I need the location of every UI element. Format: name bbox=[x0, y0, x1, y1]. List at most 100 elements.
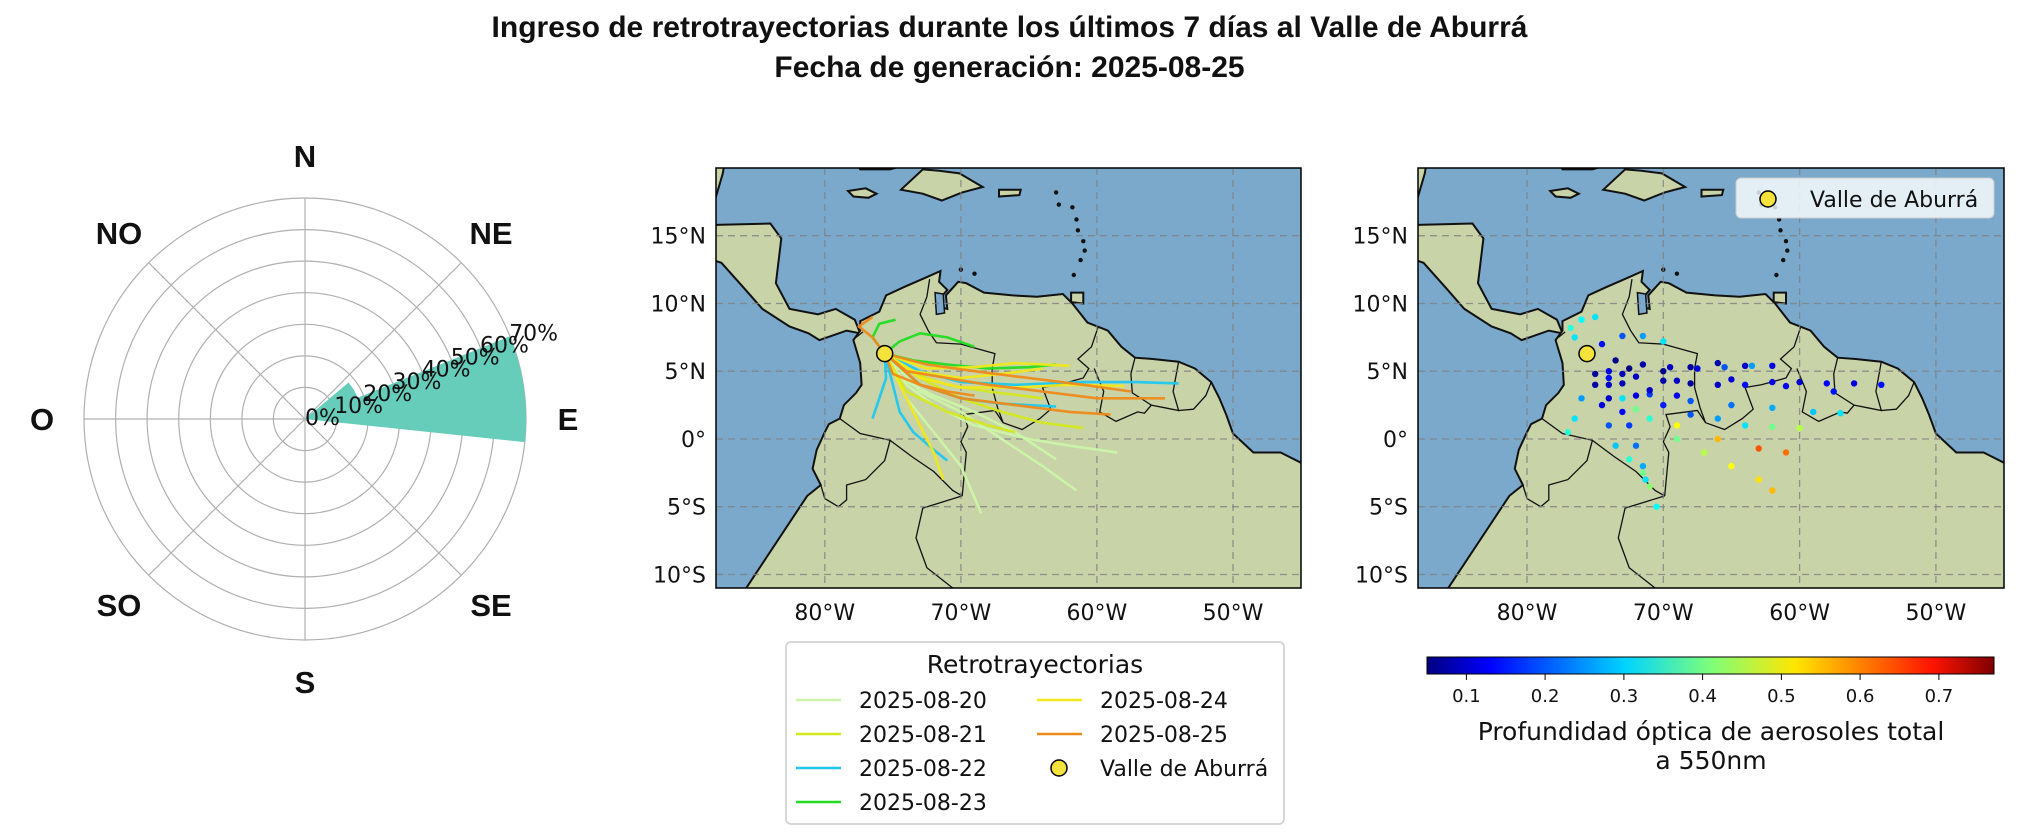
trajectory-2025-08-24 bbox=[884, 352, 1070, 370]
aod-point bbox=[1619, 332, 1626, 340]
aod-point bbox=[1694, 365, 1701, 372]
y-tick-label: 15°N bbox=[1353, 225, 1408, 250]
aod-point bbox=[1782, 449, 1790, 456]
aod-point bbox=[1673, 392, 1681, 399]
aod-point bbox=[1632, 392, 1640, 399]
land-cuba bbox=[1560, 168, 1601, 171]
legend-site-marker bbox=[1050, 759, 1068, 777]
site-marker-group bbox=[1578, 344, 1596, 363]
aod-point bbox=[1660, 377, 1667, 384]
islet bbox=[1781, 257, 1786, 263]
aod-point bbox=[1673, 422, 1681, 429]
legend-label-2025-08-20: 2025-08-20 bbox=[859, 689, 987, 714]
trajectory-2025-08-23 bbox=[883, 332, 975, 355]
colorbar-ticks: 0.1 0.2 0.3 0.4 0.5 0.6 0.7 bbox=[1452, 674, 1953, 707]
aod-point bbox=[1714, 359, 1722, 367]
trajectory-2025-08-25 bbox=[883, 353, 975, 397]
aod-point bbox=[1714, 435, 1722, 443]
islet bbox=[1056, 202, 1062, 207]
islet bbox=[1785, 248, 1790, 253]
aod-point bbox=[1639, 361, 1647, 368]
aod-map-legend: Valle de Aburrá bbox=[1735, 177, 1995, 219]
islet bbox=[1783, 239, 1789, 244]
aod-point bbox=[1612, 357, 1619, 364]
y-tick-label: 5°S bbox=[667, 496, 706, 521]
land-central-america bbox=[1418, 222, 1565, 342]
country-border bbox=[855, 331, 864, 338]
trajectory-2025-08-22 bbox=[883, 353, 949, 462]
aod-point bbox=[1830, 388, 1837, 395]
aod-point bbox=[1592, 381, 1599, 388]
aod-point bbox=[1741, 422, 1749, 429]
map-tick-labels: 80°W 70°W 60°W 50°W 15°N 10°N 5°N 0° 5°S 10°S bbox=[1353, 225, 1967, 626]
land-hispaniola bbox=[898, 168, 986, 202]
islet bbox=[1082, 248, 1087, 253]
aod-point bbox=[1687, 364, 1694, 371]
country-border bbox=[1522, 440, 1594, 508]
x-tick-label: 70°W bbox=[931, 601, 992, 626]
aod-point bbox=[1796, 424, 1803, 432]
colorbar-tick-label: 0.1 bbox=[1452, 686, 1481, 707]
x-tick-label: 60°W bbox=[1769, 601, 1830, 626]
colorbar-tick-label: 0.4 bbox=[1688, 686, 1717, 707]
y-tick-label: 5°N bbox=[665, 360, 706, 385]
trajectory-2025-08-24 bbox=[884, 352, 1043, 380]
country-border bbox=[1881, 381, 1915, 412]
legend-site-label: Valle de Aburrá bbox=[1810, 188, 1978, 213]
trajectory-2025-08-25 bbox=[884, 352, 1132, 393]
aod-point bbox=[1741, 362, 1749, 369]
aod-point bbox=[1619, 380, 1626, 387]
site-marker bbox=[875, 344, 894, 363]
aod-point bbox=[1673, 377, 1681, 384]
title-line-2: Fecha de generación: 2025-08-25 bbox=[774, 51, 1245, 84]
aod-point bbox=[1642, 476, 1649, 483]
trajectory-2025-08-24 bbox=[883, 353, 945, 481]
aod-point bbox=[1666, 364, 1674, 371]
y-tick-label: 0° bbox=[681, 428, 706, 453]
colorbar-tick-label: 0.2 bbox=[1531, 686, 1560, 707]
colorbar-tick-label: 0.3 bbox=[1610, 686, 1639, 707]
radial-tick-label: 0% bbox=[305, 406, 340, 431]
islet bbox=[972, 271, 977, 276]
islet bbox=[1070, 205, 1075, 210]
aod-point bbox=[1605, 381, 1613, 388]
aod-point bbox=[1728, 462, 1735, 470]
site-marker-group bbox=[875, 344, 894, 363]
land-central-america bbox=[716, 222, 862, 342]
compass-label-S: S bbox=[295, 665, 316, 700]
aod-point bbox=[1632, 406, 1640, 413]
y-tick-label: 15°N bbox=[651, 225, 706, 250]
aod-point bbox=[1810, 408, 1817, 416]
aod-point bbox=[1646, 387, 1653, 394]
aod-point bbox=[1605, 374, 1613, 382]
country-border bbox=[1178, 381, 1212, 412]
aod-point bbox=[1592, 313, 1599, 321]
aod-point bbox=[1646, 483, 1653, 490]
aod-point bbox=[1823, 380, 1831, 387]
aod-point bbox=[1660, 368, 1667, 375]
islet bbox=[1071, 272, 1077, 278]
aod-point bbox=[1567, 324, 1574, 332]
islet bbox=[1053, 190, 1059, 195]
legend-entries: 2025-08-20 2025-08-21 2025-08-22 2025-08-23… bbox=[796, 689, 1268, 816]
legend-label-2025-08-21: 2025-08-21 bbox=[859, 723, 987, 748]
legend-box bbox=[785, 641, 1285, 825]
compass-label-NE: NE bbox=[469, 216, 512, 251]
aod-point bbox=[1632, 373, 1640, 380]
aod-point bbox=[1687, 397, 1694, 405]
rose-spoke bbox=[304, 418, 462, 576]
aod-point bbox=[1741, 381, 1749, 388]
site-marker bbox=[1578, 344, 1596, 363]
aod-point bbox=[1578, 395, 1585, 402]
country-border bbox=[839, 418, 963, 497]
aod-point bbox=[1755, 476, 1762, 483]
trajectory-map-panel: 80°W 70°W 60°W 50°W 15°N 10°N 5°N 0° 5°S 10°S bbox=[651, 167, 1302, 626]
country-border bbox=[1796, 357, 1856, 423]
land-puerto-rico bbox=[998, 188, 1022, 198]
legend-site-marker bbox=[1759, 190, 1777, 208]
rose-spoke bbox=[148, 418, 306, 576]
land-puerto-rico bbox=[1700, 188, 1725, 198]
aod-point bbox=[1878, 381, 1885, 388]
land-trinidad bbox=[1070, 291, 1085, 305]
